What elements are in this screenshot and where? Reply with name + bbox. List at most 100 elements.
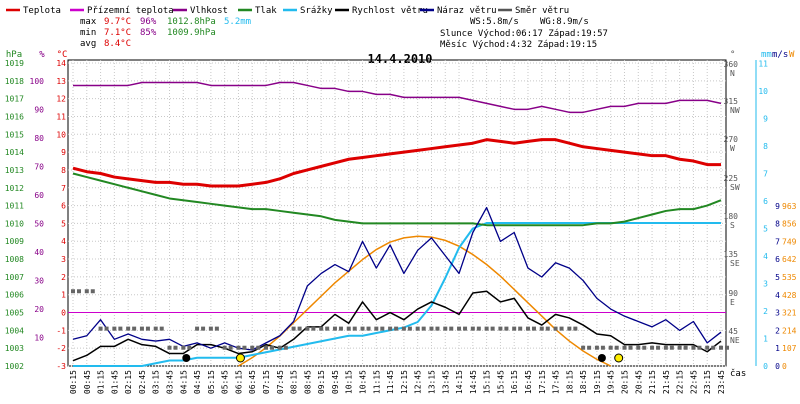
wind-dir-mark [98, 326, 103, 331]
axis-dir-tick: N [730, 69, 735, 78]
x-tick-label: 15:45 [496, 370, 505, 394]
wind-dir-mark [195, 326, 200, 331]
axis-mm-tick: 10 [758, 87, 768, 96]
axis-mm-tick: 3 [763, 280, 768, 289]
axis-mm-title: mm [761, 50, 772, 60]
axis-pct-tick: 40 [34, 248, 44, 257]
stats-temp: 7.1°C [104, 28, 131, 38]
axis-hpa-tick: 1014 [5, 148, 24, 157]
legend-label: Teplota [23, 6, 61, 16]
wind-dir-mark [291, 326, 296, 331]
x-tick-label: 15:15 [483, 370, 492, 394]
axis-dir-tick-deg: 225 [724, 174, 739, 183]
axis-dir-tick: SE [730, 259, 740, 268]
x-tick-label: 13:45 [441, 370, 450, 394]
axis-w-tick: 749 [782, 237, 797, 246]
wind-dir-mark [250, 345, 255, 350]
axis-dir-title: ° [730, 50, 735, 60]
legend-label: Tlak [255, 6, 277, 16]
wind-dir-mark [567, 326, 572, 331]
x-tick-label: 23:15 [703, 370, 712, 394]
axis-mm-tick: 2 [763, 307, 768, 316]
axis-hpa-tick: 1019 [5, 59, 24, 68]
axis-pct-tick: 50 [34, 219, 44, 228]
axis-c-tick: 6 [61, 202, 66, 211]
wind-dir-mark [77, 289, 81, 294]
chart-legend: Teplota Přízemní teplota Vlhkost Tlak Srážky… [6, 6, 569, 16]
wind-dir-mark [421, 326, 426, 331]
axis-dir-tick: NE [730, 336, 740, 345]
axis-w-tick: 321 [782, 309, 797, 318]
wind-dir-mark [449, 326, 454, 331]
axis-mm-tick: 9 [763, 115, 768, 124]
wind-dir-mark [181, 345, 186, 350]
wind-dir-mark [380, 326, 385, 331]
axis-c-tick: 1 [61, 291, 66, 300]
wind-dir-mark [470, 326, 475, 331]
wind-dir-mark [683, 345, 688, 350]
wind-dir-mark [531, 326, 536, 331]
axis-pct-tick: 60 [34, 191, 44, 200]
wind-dir-mark [332, 326, 337, 331]
wind-dir-mark [84, 289, 89, 294]
axis-mm-tick: 0 [763, 362, 768, 371]
moonset-marker [597, 354, 606, 362]
x-tick-label: 09:15 [317, 370, 326, 394]
wind-dir-mark [463, 326, 468, 331]
x-tick-label: 21:15 [648, 370, 657, 394]
wind-dir-mark [600, 345, 605, 350]
wind-dir-mark [264, 345, 269, 350]
wind-dir-mark [663, 345, 668, 350]
axis-ms-tick: 0 [775, 362, 780, 371]
axis-w-tick: 963 [782, 202, 797, 211]
series-line-sun [238, 235, 612, 367]
axis-ms-tick: 1 [775, 344, 780, 353]
wind-dir-mark [319, 326, 324, 331]
moon-sun-markers [182, 353, 624, 363]
wind-dir-mark [622, 345, 627, 350]
wind-dir-mark [222, 345, 227, 350]
wind-dir-mark [725, 345, 729, 350]
wind-dir-mark [642, 345, 647, 350]
axis-dir-tick-deg: 45 [728, 327, 738, 336]
wind-dir-mark [118, 326, 123, 331]
wind-dir-mark [277, 345, 282, 350]
axis-w-tick: 642 [782, 255, 797, 264]
legend-label: Směr větru [515, 6, 569, 16]
axis-ms-tick: 2 [775, 326, 780, 335]
axis-mm-tick: 1 [763, 335, 768, 344]
axis-c-tick: 5 [61, 219, 66, 228]
wind-dir-mark [394, 326, 399, 331]
wind-dir-mark [145, 326, 150, 331]
axis-ms-tick: 3 [775, 309, 780, 318]
axis-pct-tick: 30 [34, 276, 44, 285]
wind-dir-mark [346, 326, 351, 331]
axis-c-tick: 7 [61, 184, 66, 193]
wind-dir-mark [484, 326, 489, 331]
x-tick-label: 08:15 [290, 370, 299, 394]
x-tick-label: 18:45 [579, 370, 588, 394]
wind-dir-mark [366, 326, 371, 331]
wind-dir-mark [677, 345, 682, 350]
x-tick-label: 18:15 [565, 370, 574, 394]
wind-dir-mark [691, 345, 696, 350]
x-tick-label: 14:45 [469, 370, 478, 394]
axis-pct-tick: 70 [34, 162, 44, 171]
axes: hPa% °C1002100310041005100610071008100910… [5, 50, 797, 371]
x-tick-label: 19:15 [593, 370, 602, 394]
axis-w-tick: 0 [782, 362, 787, 371]
wind-dir-mark [628, 345, 633, 350]
axis-ms-tick: 9 [775, 202, 780, 211]
wind-dir-mark [214, 326, 219, 331]
wind-dir-mark [325, 326, 330, 331]
wind-dir-mark [401, 326, 406, 331]
axis-dir-tick-deg: 360 [724, 60, 739, 69]
x-tick-label: 10:15 [345, 370, 354, 394]
stats-hum: 96% [140, 17, 157, 27]
axis-hpa-tick: 1002 [5, 362, 24, 371]
wind-dir-mark [443, 326, 448, 331]
wind-dir-mark [553, 326, 558, 331]
wind-dir-mark [498, 326, 503, 331]
wind-dir-mark [374, 326, 379, 331]
x-tick-label: 07:15 [262, 370, 271, 394]
